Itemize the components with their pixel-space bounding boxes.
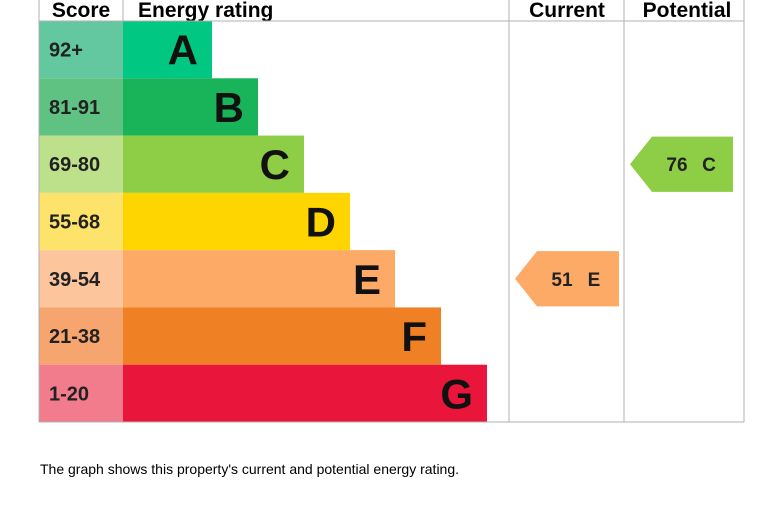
rating-bar	[123, 250, 395, 308]
score-cell	[39, 78, 123, 136]
rating-letter: C	[260, 141, 290, 188]
rating-bar	[123, 192, 350, 251]
rating-bar	[123, 135, 304, 193]
current-value: 51	[551, 270, 573, 291]
score-label: 39-54	[49, 269, 101, 291]
score-label: 1-20	[49, 383, 89, 405]
score-label: 81-91	[49, 97, 100, 119]
score-cell	[39, 364, 123, 422]
potential-arrow	[630, 136, 733, 192]
score-label: 69-80	[49, 154, 100, 176]
rating-letter: A	[168, 27, 198, 74]
score-cell	[39, 307, 123, 365]
rating-bar	[123, 364, 487, 422]
footnote: The graph shows this property's current …	[40, 461, 459, 477]
rating-letter: E	[353, 256, 381, 303]
score-cell	[39, 250, 123, 308]
potential-letter: C	[702, 155, 716, 176]
header-rating: Energy rating	[138, 0, 273, 22]
current-letter: E	[588, 270, 601, 291]
current-arrow	[515, 251, 619, 307]
header-current: Current	[529, 0, 605, 22]
rating-letter: D	[306, 199, 336, 246]
score-cell	[39, 21, 123, 79]
rating-letter: B	[214, 84, 244, 131]
rating-bar	[123, 78, 258, 136]
rating-bar	[123, 307, 441, 365]
rating-letter: G	[440, 370, 473, 417]
rating-letter: F	[401, 313, 427, 360]
score-cell	[39, 135, 123, 193]
score-cell	[39, 192, 123, 251]
score-label: 55-68	[49, 212, 100, 234]
header-potential: Potential	[643, 0, 732, 22]
rating-bar	[123, 21, 212, 79]
header-score: Score	[52, 0, 110, 22]
score-label: 92+	[49, 40, 83, 62]
potential-value: 76	[666, 155, 687, 176]
score-label: 21-38	[49, 326, 100, 348]
